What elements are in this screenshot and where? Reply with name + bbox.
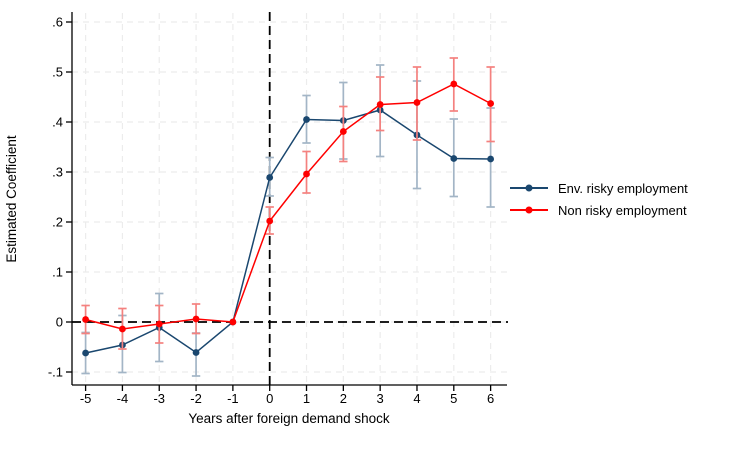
x-axis-title: Years after foreign demand shock	[188, 411, 390, 426]
data-point-marker	[266, 217, 274, 225]
data-point-marker	[450, 80, 458, 88]
x-tick-label: 0	[266, 391, 273, 406]
y-tick-label: -.1	[48, 365, 63, 380]
legend: Env. risky employment Non risky employmen…	[510, 177, 688, 221]
data-point-marker	[376, 101, 384, 108]
legend-dot-icon	[525, 184, 533, 192]
y-tick-label: .3	[52, 165, 63, 180]
y-tick-label: 0	[56, 315, 63, 330]
data-point-marker	[303, 170, 310, 178]
x-tick-label: 1	[303, 391, 310, 406]
legend-line-marker-sample	[510, 184, 548, 192]
data-point-marker	[266, 174, 274, 181]
series-line	[85, 83, 491, 330]
x-tick-label: -4	[117, 391, 129, 406]
data-point-marker	[339, 128, 347, 135]
legend-dot-icon	[525, 206, 533, 214]
x-tick-label: -3	[153, 391, 165, 406]
x-tick-label: 4	[413, 391, 420, 406]
x-tick-label: 2	[340, 391, 347, 406]
data-point-marker	[192, 349, 200, 356]
data-point-marker	[487, 155, 495, 163]
data-series	[81, 57, 495, 377]
reference-lines	[72, 12, 508, 385]
data-point-marker	[192, 315, 200, 323]
legend-item-env-risky-employment: Env. risky employment	[510, 177, 688, 199]
y-tick-label: .5	[52, 65, 63, 80]
data-point-marker	[229, 318, 237, 326]
legend-item-non-risky-employment: Non risky employment	[510, 199, 688, 221]
legend-label: Non risky employment	[558, 202, 687, 218]
data-point-marker	[450, 155, 458, 162]
data-point-marker	[487, 100, 495, 107]
data-point-marker	[303, 116, 310, 123]
x-tick-label: -5	[80, 391, 92, 406]
x-tick-label: 3	[377, 391, 384, 406]
y-tick-label: .6	[52, 15, 63, 30]
x-tick-label: -1	[227, 391, 239, 406]
gridlines	[72, 13, 508, 385]
y-tick-label: .1	[52, 265, 63, 280]
data-point-marker	[155, 320, 163, 328]
x-tick-label: 5	[450, 391, 457, 406]
axes: .6 .5 .4 .3 .2 .1 0 -.1 -5 -4 -3 -2 -1 0 1 2 3 4 5 6	[48, 12, 507, 406]
data-point-marker	[82, 349, 89, 357]
y-tick-label: .4	[52, 115, 63, 130]
legend-line-marker-sample	[510, 206, 548, 214]
data-point-marker	[82, 316, 89, 323]
data-point-marker	[119, 325, 126, 333]
y-tick-label: .2	[52, 215, 63, 230]
y-axis-title: Estimated Coefficient	[4, 135, 19, 263]
series-line	[85, 109, 491, 354]
legend-label: Env. risky employment	[558, 180, 688, 196]
x-tick-label: 6	[487, 391, 494, 406]
x-tick-label: -2	[190, 391, 202, 406]
data-point-marker	[413, 99, 421, 106]
series-env-risky-employment	[81, 64, 495, 377]
series-non-risky-employment	[81, 57, 495, 350]
